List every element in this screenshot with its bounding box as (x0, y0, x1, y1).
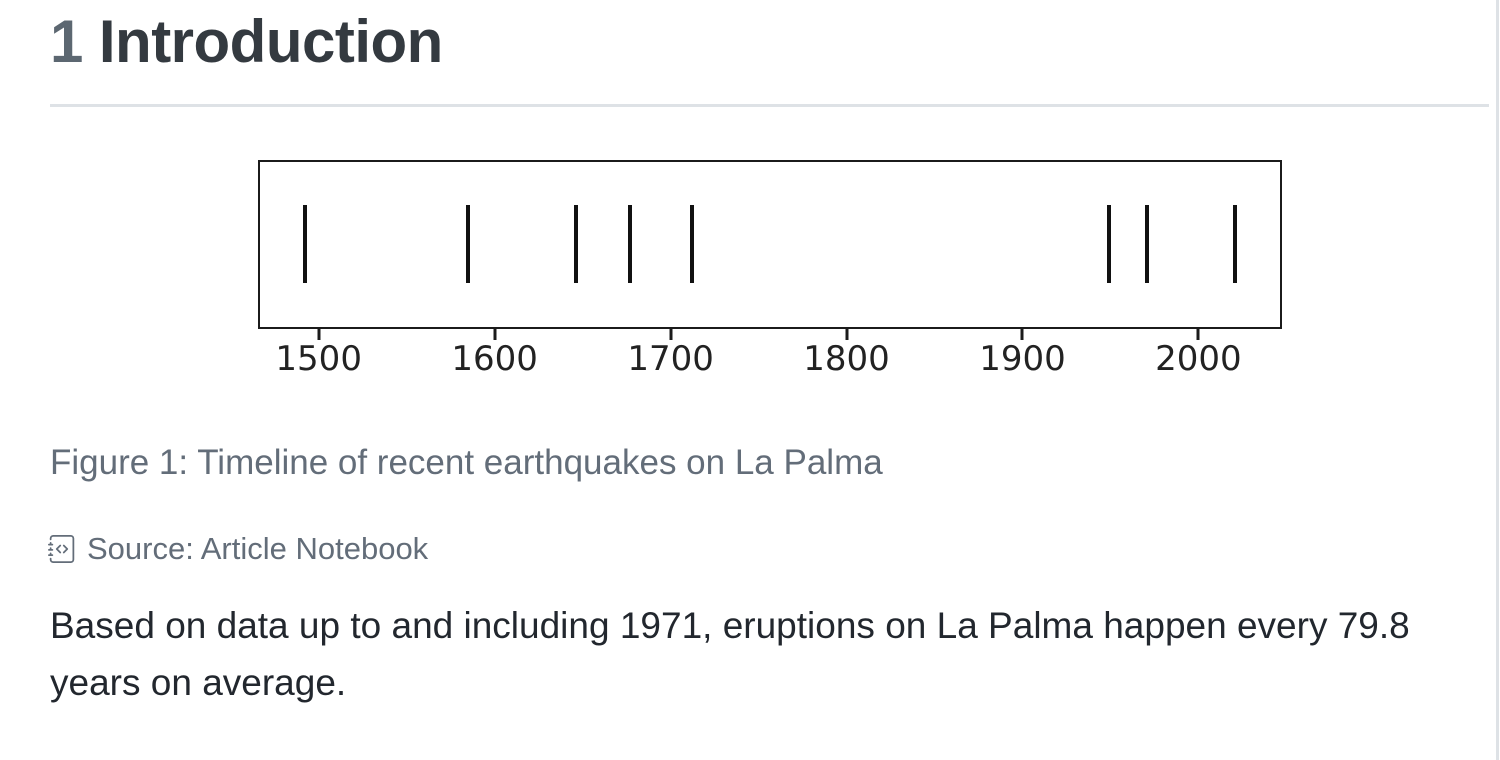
source-label: Source: Article Notebook (87, 531, 429, 566)
axis-tick-1700 (669, 329, 673, 340)
body-paragraph: Based on data up to and including 1971, … (50, 605, 1410, 703)
event-mark-1585 (466, 205, 471, 283)
axis-tick-label-2000: 2000 (1155, 339, 1242, 379)
section-heading: 1 Introduction (50, 12, 443, 72)
event-mark-1712 (689, 205, 694, 283)
timeline-chart: 1500 1600 1700 1800 1900 2000 (258, 160, 1282, 385)
event-mark-1971 (1145, 205, 1150, 283)
event-mark-1677 (628, 205, 633, 283)
heading-divider (50, 104, 1489, 107)
axis-tick-1800 (845, 329, 849, 340)
section-number: 1 (50, 8, 83, 75)
axis-tick-2000 (1196, 329, 1200, 340)
axis-tick-label-1700: 1700 (627, 339, 714, 379)
axis-tick-label-1800: 1800 (803, 339, 890, 379)
plot-frame (258, 160, 1282, 329)
page-right-border (1496, 0, 1499, 760)
axis-tick-label-1500: 1500 (275, 339, 362, 379)
axis-tick-label-1900: 1900 (979, 339, 1066, 379)
figure-caption: Figure 1: Timeline of recent earthquakes… (50, 443, 883, 482)
event-mark-1492 (302, 205, 307, 283)
journal-code-icon (48, 535, 75, 563)
event-mark-1949 (1106, 205, 1111, 283)
source-link[interactable]: Source: Article Notebook (48, 531, 428, 567)
axis-tick-1500 (317, 329, 321, 340)
event-mark-2021 (1233, 205, 1238, 283)
axis-tick-label-1600: 1600 (451, 339, 538, 379)
axis-tick-1600 (493, 329, 497, 340)
axis-tick-1900 (1020, 329, 1024, 340)
event-mark-1646 (573, 205, 578, 283)
section-title: Introduction (98, 8, 443, 75)
